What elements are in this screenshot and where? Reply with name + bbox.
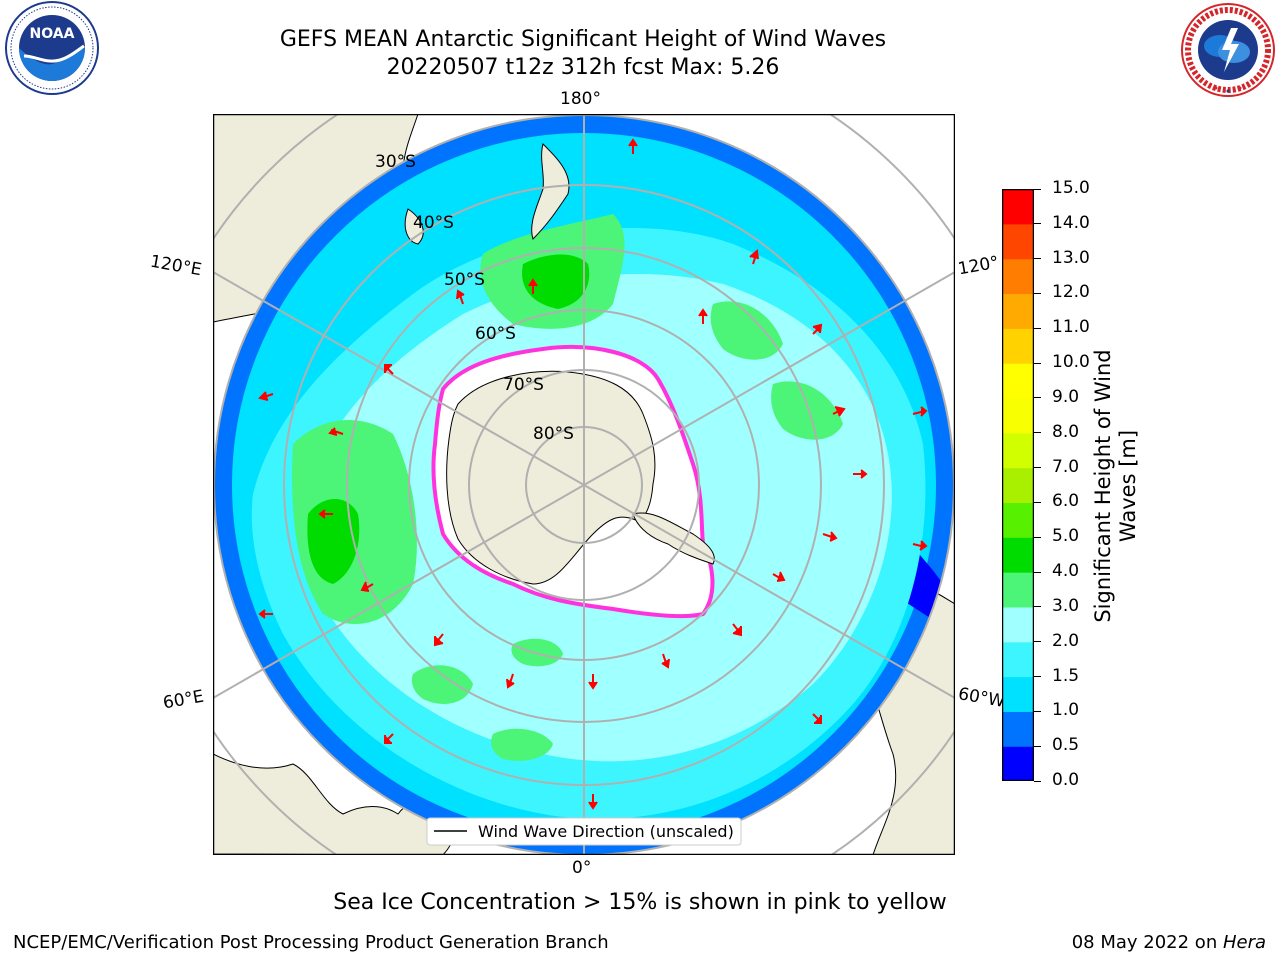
colorbar-tick-label: 7.0	[1052, 456, 1080, 477]
colorbar-tick-label: 9.0	[1052, 386, 1080, 407]
colorbar-tick-mark	[1034, 188, 1041, 190]
colorbar-tick-mark	[1034, 710, 1041, 712]
colorbar-tick-mark	[1034, 432, 1041, 434]
colorbar-segment	[1002, 293, 1034, 329]
colorbar-tick-mark	[1034, 362, 1041, 364]
footer-date-text: 08 May 2022 on	[1071, 932, 1223, 953]
colorbar-segment	[1002, 641, 1034, 678]
colorbar-segment	[1002, 676, 1034, 712]
colorbar-segment	[1002, 397, 1034, 434]
colorbar-tick-label: 4.0	[1052, 561, 1080, 582]
colorbar-tick-mark	[1034, 258, 1041, 260]
colorbar-tick-label: 1.0	[1052, 700, 1080, 721]
noaa-logo-text: NOAA	[30, 26, 75, 42]
colorbar-label: Significant Height of Wind Waves [m]	[1091, 349, 1140, 623]
colorbar-segment	[1002, 328, 1034, 364]
colorbar-segment	[1002, 432, 1034, 469]
colorbar-tick-mark	[1034, 501, 1041, 503]
colorbar-tick-label: 13.0	[1052, 247, 1090, 268]
map-frame	[213, 114, 955, 855]
legend-box	[426, 817, 742, 846]
colorbar-tick-label: 14.0	[1052, 212, 1090, 233]
colorbar-tick-mark	[1034, 676, 1041, 678]
colorbar-tick-mark	[1034, 571, 1041, 573]
colorbar-tick-mark	[1034, 641, 1041, 643]
colorbar-segment	[1002, 746, 1034, 781]
colorbar-tick-mark	[1034, 223, 1041, 225]
lon-label-120e: 120°E	[148, 251, 204, 281]
colorbar-tick-label: 11.0	[1052, 317, 1090, 338]
legend-label: Wind Wave Direction (unscaled)	[478, 822, 734, 841]
colorbar-segment	[1002, 467, 1034, 504]
colorbar-tick-label: 15.0	[1052, 178, 1090, 198]
lon-label-0: 0°	[572, 858, 592, 878]
colorbar-tick-label: 5.0	[1052, 526, 1080, 547]
colorbar-tick-label: 1.5	[1052, 665, 1080, 686]
colorbar-tick-label: 12.0	[1052, 282, 1090, 303]
colorbar-segment	[1002, 502, 1034, 538]
lon-label-120w: 120°	[956, 252, 1001, 280]
colorbar-tick-mark	[1034, 397, 1041, 399]
colorbar-tick-mark	[1034, 327, 1041, 329]
lat-label-80s: 80°S	[533, 424, 574, 444]
colorbar-tick-mark	[1034, 467, 1041, 469]
footer-date: 08 May 2022 on Hera	[1072, 932, 1266, 953]
colorbar-tick-label: 0.0	[1052, 770, 1080, 790]
lon-label-60e: 60°E	[161, 686, 206, 714]
colorbar-segment	[1002, 711, 1034, 747]
chart-title: GEFS MEAN Antarctic Significant Height o…	[279, 27, 887, 52]
colorbar-tick-label: 3.0	[1052, 595, 1080, 616]
colorbar-tick-label: 0.5	[1052, 735, 1080, 756]
colorbar-tick-label: 2.0	[1052, 630, 1080, 651]
lat-label-40s: 40°S	[413, 213, 454, 233]
colorbar-tick-label: 8.0	[1052, 421, 1080, 442]
colorbar-tick-mark	[1034, 745, 1041, 747]
lat-label-70s: 70°S	[503, 375, 544, 395]
colorbar-segment	[1002, 189, 1034, 225]
lat-label-60s: 60°S	[475, 324, 516, 344]
colorbar-tick-mark	[1034, 780, 1041, 782]
nws-logo	[1181, 3, 1275, 97]
sea-ice-note: Sea Ice Concentration > 15% is shown in …	[333, 890, 947, 915]
polar-map	[213, 114, 955, 855]
lat-label-30s: 30°S	[375, 152, 416, 172]
lon-label-60w: 60°W	[956, 684, 1007, 712]
lat-label-50s: 50°S	[444, 270, 485, 290]
colorbar-segment	[1002, 606, 1034, 643]
wind-wave-arrows	[258, 138, 928, 810]
colorbar-tick-mark	[1034, 536, 1041, 538]
footer-machine: Hera	[1222, 932, 1266, 953]
colorbar-tick-mark	[1034, 606, 1041, 608]
colorbar-tick-mark	[1034, 292, 1041, 294]
chart-subtitle: 20220507 t12z 312h fcst Max: 5.26	[386, 55, 780, 80]
colorbar-segment	[1002, 258, 1034, 295]
lon-label-180: 180°	[560, 89, 601, 109]
colorbar-tick-label: 6.0	[1052, 491, 1080, 512]
noaa-logo: NOAA	[5, 1, 99, 95]
colorbar-segment	[1002, 363, 1034, 399]
colorbar-segment	[1002, 223, 1034, 260]
colorbar	[1002, 189, 1034, 781]
colorbar-tick-label: 10.0	[1052, 352, 1090, 373]
colorbar-segment	[1002, 537, 1034, 573]
footer-credit: NCEP/EMC/Verification Post Processing Pr…	[13, 932, 609, 953]
colorbar-segment	[1002, 572, 1034, 608]
